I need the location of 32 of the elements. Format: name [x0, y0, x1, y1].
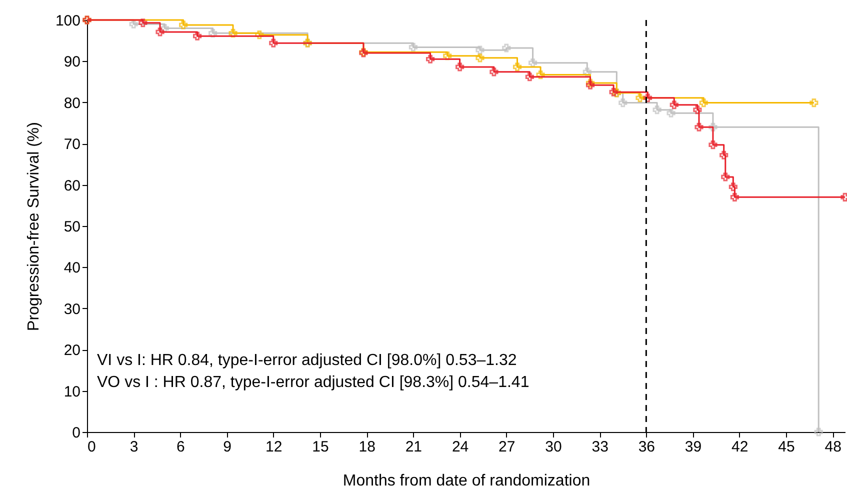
y-tick-label: 40: [64, 260, 80, 277]
y-tick-label: 0: [72, 424, 80, 442]
x-tick-label: 27: [498, 438, 516, 456]
y-tick-label: 10: [64, 383, 80, 400]
x-tick-label: 24: [452, 438, 469, 456]
x-tick-label: 48: [824, 438, 842, 456]
x-tick-label: 39: [684, 438, 702, 456]
x-tick-label: 33: [592, 438, 608, 456]
x-tick-label: 30: [545, 438, 562, 456]
y-tick-label: 30: [64, 300, 80, 318]
x-tick-label: 42: [732, 438, 748, 456]
x-tick-label: 3: [130, 438, 138, 456]
x-tick-label: 15: [312, 438, 329, 456]
annotation: VI vs I: HR 0.84, type-I-error adjusted CI [98.0%] 0.53–1.32: [97, 352, 517, 369]
x-tick-label: 21: [405, 438, 422, 456]
y-tick-label: 90: [64, 54, 80, 71]
y-axis-title: Progression-free Survival (%): [25, 122, 42, 331]
x-tick-label: 6: [176, 438, 185, 456]
y-tick-label: 60: [64, 177, 80, 194]
y-tick-label: 70: [64, 136, 80, 154]
x-tick-label: 45: [778, 438, 795, 456]
y-tick-label: 20: [64, 342, 80, 360]
y-tick-label: 50: [64, 218, 80, 236]
x-tick-label: 18: [358, 438, 376, 456]
annotation: VO vs I : HR 0.87, type-I-error adjusted CI [98.3%] 0.54–1.41: [97, 374, 530, 391]
x-tick-label: 36: [638, 438, 656, 456]
x-tick-label: 9: [223, 438, 232, 456]
y-tick-label: 100: [55, 12, 80, 30]
x-tick-label: 12: [266, 438, 282, 456]
x-tick-label: 0: [88, 438, 96, 456]
y-tick-label: 80: [64, 94, 80, 112]
x-axis-title: Months from date of randomization: [342, 472, 590, 490]
